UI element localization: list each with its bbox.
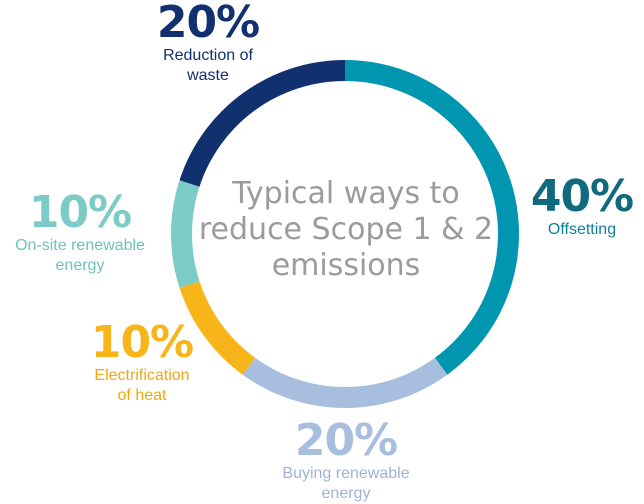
chart-title-line-2: reduce Scope 1 & 2	[198, 212, 494, 247]
chart-title-line-1: Typical ways to	[232, 176, 460, 211]
slice-desc-line: waste	[187, 67, 229, 84]
chart-title: Typical ways to reduce Scope 1 & 2 emiss…	[196, 176, 496, 284]
slice-desc: Offsetting	[520, 220, 644, 240]
slice-label-onsite-renewable: 10% On-site renewable energy	[0, 190, 160, 276]
slice-desc: Electrification of heat	[72, 366, 212, 406]
donut-slice-1	[345, 60, 519, 375]
donut-slice-5	[179, 60, 345, 187]
slice-desc-line: Electrification	[94, 367, 190, 384]
slice-pct: 10%	[28, 187, 132, 238]
donut-slice-2	[242, 357, 448, 408]
slice-desc-line: Offsetting	[547, 221, 617, 238]
slice-desc-line: On-site renewable	[15, 237, 145, 254]
slice-label-buying-renewable: 20% Buying renewable energy	[256, 418, 436, 504]
donut-slice-4	[170, 180, 200, 288]
donut-slice-3	[179, 281, 256, 375]
slice-desc: On-site renewable energy	[0, 236, 160, 276]
slice-desc-line: of heat	[117, 387, 167, 404]
slice-pct: 20%	[156, 0, 260, 48]
slice-pct: 10%	[90, 317, 194, 368]
slice-desc-line: Reduction of	[163, 47, 253, 64]
slice-desc-line: energy	[55, 257, 105, 274]
slice-label-offsetting: 40% Offsetting	[520, 174, 644, 240]
slice-pct: 40%	[530, 171, 634, 222]
slice-desc-line: energy	[321, 485, 371, 502]
slice-label-reduction-of-waste: 20% Reduction of waste	[138, 0, 278, 86]
slice-desc-line: Buying renewable	[282, 465, 410, 482]
chart-title-line-3: emissions	[271, 248, 421, 283]
slice-pct: 20%	[294, 415, 398, 466]
slice-desc: Buying renewable energy	[256, 464, 436, 504]
slice-label-electrification: 10% Electrification of heat	[72, 320, 212, 406]
slice-desc: Reduction of waste	[138, 46, 278, 86]
